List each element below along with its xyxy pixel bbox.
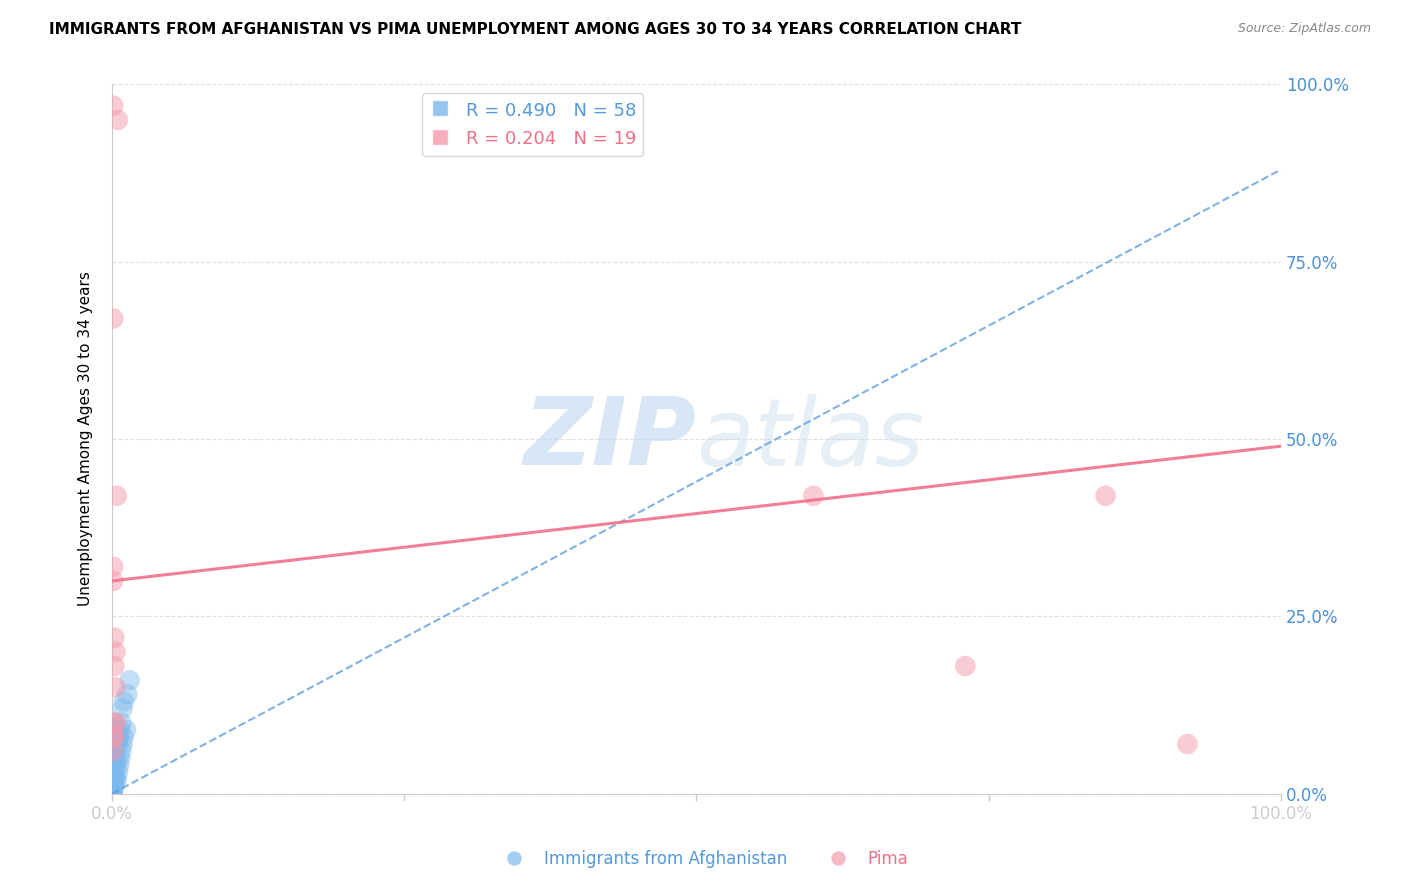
Point	[103, 723, 125, 737]
Point	[103, 659, 125, 673]
Text: IMMIGRANTS FROM AFGHANISTAN VS PIMA UNEMPLOYMENT AMONG AGES 30 TO 34 YEARS CORRE: IMMIGRANTS FROM AFGHANISTAN VS PIMA UNEM…	[49, 22, 1022, 37]
Point	[105, 730, 128, 744]
Text: Source: ZipAtlas.com: Source: ZipAtlas.com	[1237, 22, 1371, 36]
Point	[101, 737, 124, 751]
Point	[112, 730, 135, 744]
Point	[103, 730, 125, 744]
Point	[103, 99, 125, 113]
Point	[103, 765, 125, 780]
Text: ZIP: ZIP	[523, 393, 696, 485]
Point	[104, 772, 127, 787]
Point	[103, 715, 125, 730]
Point	[105, 751, 128, 765]
Point	[107, 112, 129, 127]
Point	[104, 715, 127, 730]
Point	[103, 311, 125, 326]
Point	[115, 687, 138, 701]
Point	[108, 758, 131, 772]
Point	[101, 787, 124, 801]
Point	[104, 744, 127, 758]
Text: atlas: atlas	[696, 393, 925, 484]
Point	[103, 758, 125, 772]
Point	[1094, 489, 1116, 503]
Point	[101, 787, 124, 801]
Point	[107, 737, 129, 751]
Point	[101, 772, 124, 787]
Point	[103, 751, 125, 765]
Point	[104, 681, 127, 695]
Point	[103, 730, 125, 744]
Point	[101, 787, 124, 801]
Point	[103, 780, 125, 794]
Point	[103, 744, 125, 758]
Point	[103, 751, 125, 765]
Point	[103, 772, 125, 787]
Point	[103, 744, 125, 758]
Point	[103, 631, 125, 645]
Point	[1177, 737, 1199, 751]
Point	[111, 737, 134, 751]
Point	[101, 780, 124, 794]
Point	[101, 765, 124, 780]
Y-axis label: Unemployment Among Ages 30 to 34 years: Unemployment Among Ages 30 to 34 years	[79, 272, 93, 607]
Point	[103, 737, 125, 751]
Point	[104, 645, 127, 659]
Point	[112, 694, 135, 708]
Point	[101, 787, 124, 801]
Point	[110, 715, 132, 730]
Point	[107, 765, 129, 780]
Point	[104, 730, 127, 744]
Point	[105, 489, 128, 503]
Legend: Immigrants from Afghanistan, Pima: Immigrants from Afghanistan, Pima	[491, 844, 915, 875]
Point	[101, 772, 124, 787]
Point	[108, 723, 131, 737]
Point	[101, 765, 124, 780]
Point	[101, 787, 124, 801]
Point	[101, 758, 124, 772]
Point	[111, 701, 134, 715]
Legend: R = 0.490   N = 58, R = 0.204   N = 19: R = 0.490 N = 58, R = 0.204 N = 19	[422, 94, 644, 155]
Point	[103, 737, 125, 751]
Point	[101, 787, 124, 801]
Point	[101, 787, 124, 801]
Point	[103, 574, 125, 588]
Point	[103, 715, 125, 730]
Point	[104, 758, 127, 772]
Point	[101, 787, 124, 801]
Point	[115, 723, 138, 737]
Point	[955, 659, 977, 673]
Point	[105, 772, 128, 787]
Point	[103, 765, 125, 780]
Point	[101, 744, 124, 758]
Point	[103, 730, 125, 744]
Point	[108, 730, 131, 744]
Point	[108, 751, 131, 765]
Point	[103, 559, 125, 574]
Point	[101, 787, 124, 801]
Point	[103, 772, 125, 787]
Point	[110, 744, 132, 758]
Point	[803, 489, 825, 503]
Point	[118, 673, 141, 688]
Point	[103, 780, 125, 794]
Point	[103, 723, 125, 737]
Point	[101, 780, 124, 794]
Point	[101, 787, 124, 801]
Point	[101, 751, 124, 765]
